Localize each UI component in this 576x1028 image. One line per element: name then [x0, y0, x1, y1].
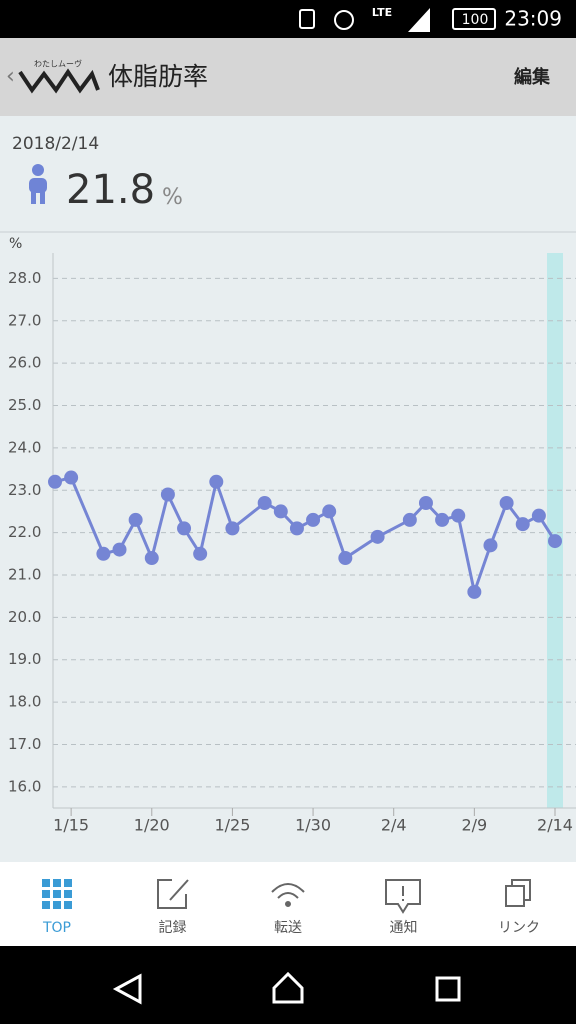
data-point[interactable]	[402, 512, 417, 527]
x-tick-label: 1/20	[134, 816, 170, 835]
vibrate-icon	[299, 9, 315, 29]
title: 体脂肪率	[108, 62, 208, 91]
status-bar	[0, 0, 576, 38]
data-point[interactable]	[515, 517, 530, 532]
nav-label[interactable]: リンク	[498, 920, 540, 936]
back-key[interactable]	[112, 973, 142, 1005]
data-point[interactable]	[273, 504, 288, 519]
nav-icons	[42, 879, 531, 914]
data-point[interactable]	[48, 474, 62, 489]
x-tick-label: 2/14	[537, 816, 573, 835]
y-tick-label: 26.0	[8, 354, 41, 372]
data-point[interactable]	[322, 504, 337, 519]
y-tick-label: 24.0	[8, 438, 41, 456]
data-point[interactable]	[467, 584, 482, 599]
signal-icon	[408, 8, 430, 32]
data-point[interactable]	[96, 546, 111, 561]
battery: 100	[462, 12, 489, 28]
data-point[interactable]	[289, 521, 304, 536]
data-point[interactable]	[338, 551, 353, 566]
chart: 16.0 17.0 18.0 19.0 20.0 21.0 22.0 23.0 24.0 25.0…	[8, 253, 576, 835]
y-tick-label: 16.0	[8, 777, 41, 795]
selected-day	[547, 253, 563, 808]
battery-icon	[452, 8, 496, 30]
data-point[interactable]	[144, 551, 159, 566]
nav-label[interactable]: 通知	[390, 919, 418, 936]
data-point[interactable]	[209, 474, 224, 489]
y-tick-label: 18.0	[8, 693, 41, 711]
data-point[interactable]	[306, 512, 321, 527]
data-point[interactable]	[160, 487, 175, 502]
data-line	[54, 475, 557, 598]
data-point[interactable]	[128, 512, 143, 527]
system-nav	[0, 946, 576, 1024]
data-point[interactable]	[499, 495, 514, 510]
data-point[interactable]	[418, 495, 433, 510]
person-icon	[29, 164, 47, 204]
y-tick-label: 28.0	[8, 269, 41, 287]
content	[0, 116, 576, 862]
data-point[interactable]	[483, 538, 498, 553]
y-tick-label: 22.0	[8, 523, 41, 541]
alarm-icon	[334, 10, 354, 30]
data-point[interactable]	[193, 546, 208, 561]
nav-labels: TOP 記録 転送 通知 リンク	[42, 919, 540, 936]
data-point[interactable]	[64, 470, 79, 485]
home-key[interactable]	[272, 971, 304, 1004]
data-point[interactable]	[112, 542, 127, 557]
value: 21.8	[66, 167, 155, 213]
nav-label[interactable]: 記録	[159, 919, 187, 936]
data-point[interactable]	[531, 508, 546, 523]
y-tick-label: 17.0	[8, 735, 41, 753]
edit-button[interactable]: 編集	[514, 66, 551, 88]
y-tick-label: 27.0	[8, 311, 41, 329]
data-point[interactable]	[548, 534, 562, 549]
data-point[interactable]	[177, 521, 192, 536]
date: 2018/2/14	[12, 134, 99, 154]
header	[0, 38, 576, 116]
y-tick-label: 21.0	[8, 565, 41, 583]
y-tick-label: 19.0	[8, 650, 41, 668]
data-point[interactable]	[257, 495, 272, 510]
nav-label[interactable]: TOP	[42, 920, 71, 936]
data-point[interactable]	[225, 521, 240, 536]
x-tick-label: 1/25	[214, 816, 250, 835]
y-tick-label: 25.0	[8, 396, 41, 414]
logo	[18, 68, 100, 94]
y-tick-label: 20.0	[8, 608, 41, 626]
y-unit: %	[9, 236, 22, 252]
data-point[interactable]	[451, 508, 466, 523]
y-tick-label: 23.0	[8, 481, 41, 499]
x-tick-label: 2/9	[461, 816, 487, 835]
logo-text: わたしムーヴ	[34, 59, 82, 69]
data-point[interactable]	[370, 529, 385, 544]
x-tick-label: 2/4	[381, 816, 407, 835]
back-button[interactable]: ‹	[6, 64, 15, 89]
data-point[interactable]	[435, 512, 450, 527]
unit: %	[162, 185, 183, 210]
network: LTE	[372, 6, 392, 19]
nav-label[interactable]: 転送	[274, 920, 302, 936]
time: 23:09	[504, 7, 562, 31]
x-tick-label: 1/30	[295, 816, 331, 835]
recent-key[interactable]	[435, 976, 461, 1002]
x-tick-label: 1/15	[53, 816, 89, 835]
